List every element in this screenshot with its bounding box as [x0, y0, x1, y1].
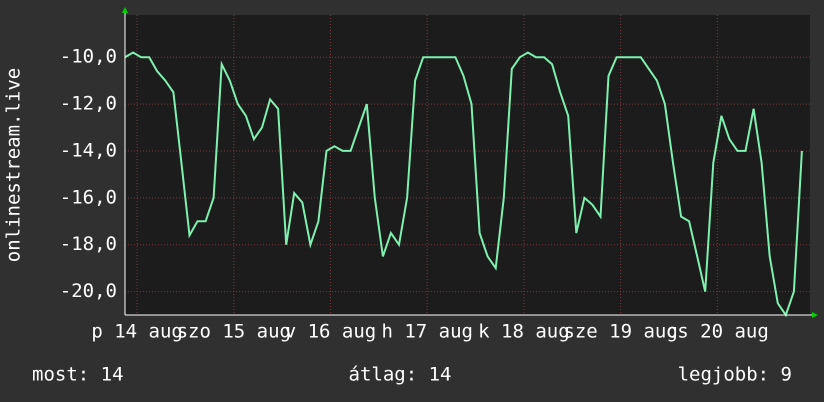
axis-arrow [812, 312, 818, 318]
footer-best: legjobb: 9 [678, 364, 792, 386]
x-tick-label: v 16 aug [285, 321, 377, 343]
x-tick-label: sze 19 aug [563, 321, 677, 343]
y-axis-label: onlinestream.live [3, 68, 25, 262]
x-tick-label: k 18 aug [478, 321, 570, 343]
series-line [124, 51, 803, 318]
footer-current: most: 14 [32, 364, 124, 386]
axis-arrow [122, 7, 128, 13]
x-tick-label: szo 15 aug [177, 321, 291, 343]
footer-average: átlag: 14 [349, 364, 452, 386]
y-tick-label: -10,0 [60, 46, 117, 68]
y-tick-label: -14,0 [60, 139, 117, 161]
x-tick-label: p 14 aug [91, 321, 183, 343]
x-tick-label: h 17 aug [381, 321, 473, 343]
y-tick-label: -20,0 [60, 280, 117, 302]
x-tick-label: cs 20 aug [666, 321, 769, 343]
y-tick-label: -16,0 [60, 186, 117, 208]
y-tick-label: -18,0 [60, 233, 117, 255]
y-tick-label: -12,0 [60, 93, 117, 115]
plot-area [125, 15, 810, 315]
